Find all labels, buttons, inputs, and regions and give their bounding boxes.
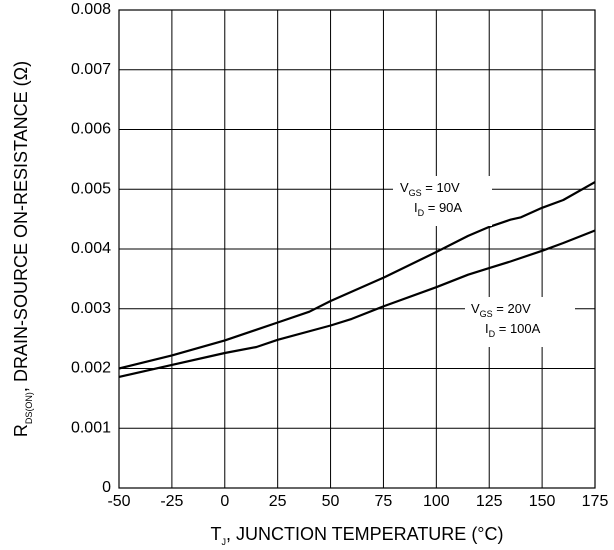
y-axis-label-main: R xyxy=(11,424,31,437)
annotation-background xyxy=(465,297,575,347)
y-axis-label: RDS(ON), DRAIN-SOURCE ON-RESISTANCE (Ω) xyxy=(11,61,34,437)
y-tick-label: 0.008 xyxy=(71,1,111,18)
y-tick-label: 0.001 xyxy=(71,419,111,436)
y-tick-label: 0.003 xyxy=(71,300,111,317)
plot-frame xyxy=(118,9,596,489)
series-annotation-line: VGS = 20V xyxy=(471,301,531,319)
y-tick-label: 0.002 xyxy=(71,360,111,377)
x-tick-label: 50 xyxy=(322,493,340,510)
y-axis-label-sub: DS(ON) xyxy=(24,392,34,424)
x-axis-label-rest: , JUNCTION TEMPERATURE (°C) xyxy=(226,524,504,544)
y-axis-label-rest: , DRAIN-SOURCE ON-RESISTANCE (Ω) xyxy=(11,61,31,392)
x-tick-label: -25 xyxy=(160,493,183,510)
x-tick-label: -50 xyxy=(107,493,130,510)
x-tick-label: 25 xyxy=(269,493,287,510)
y-tick-label: 0 xyxy=(102,479,111,496)
series-annotation-line: ID = 90A xyxy=(414,200,462,218)
series-line-2 xyxy=(118,229,596,378)
x-tick-label: 100 xyxy=(423,493,450,510)
series-lines xyxy=(118,181,596,378)
y-tick-labels: 0 0.001 0.002 0.003 0.004 0.005 0.006 0.007 0.00… xyxy=(71,1,111,496)
series-annotation-line: ID = 100A xyxy=(485,321,541,339)
x-tick-label: 150 xyxy=(529,493,556,510)
x-tick-labels: -50 -25 0 25 50 75 100 125 150 175 xyxy=(107,493,608,510)
y-tick-label: 0.006 xyxy=(71,121,111,138)
x-tick-label: 125 xyxy=(476,493,503,510)
x-axis-label-main: T xyxy=(210,524,221,544)
series-annotations: VGS = 10V ID = 90A VGS = 20V ID = 100A xyxy=(393,176,575,347)
x-tick-label: 175 xyxy=(582,493,609,510)
x-tick-label: 75 xyxy=(375,493,393,510)
series-line-1 xyxy=(118,181,596,370)
annotation-background xyxy=(393,176,492,226)
y-tick-label: 0.007 xyxy=(71,61,111,78)
y-tick-label: 0.005 xyxy=(71,180,111,197)
y-tick-label: 0.004 xyxy=(71,240,111,257)
x-axis-label: TJ, JUNCTION TEMPERATURE (°C) xyxy=(210,524,503,547)
series-annotation-line: VGS = 10V xyxy=(400,180,460,198)
x-tick-label: 0 xyxy=(220,493,229,510)
x-axis-label-sub: J xyxy=(221,537,226,547)
